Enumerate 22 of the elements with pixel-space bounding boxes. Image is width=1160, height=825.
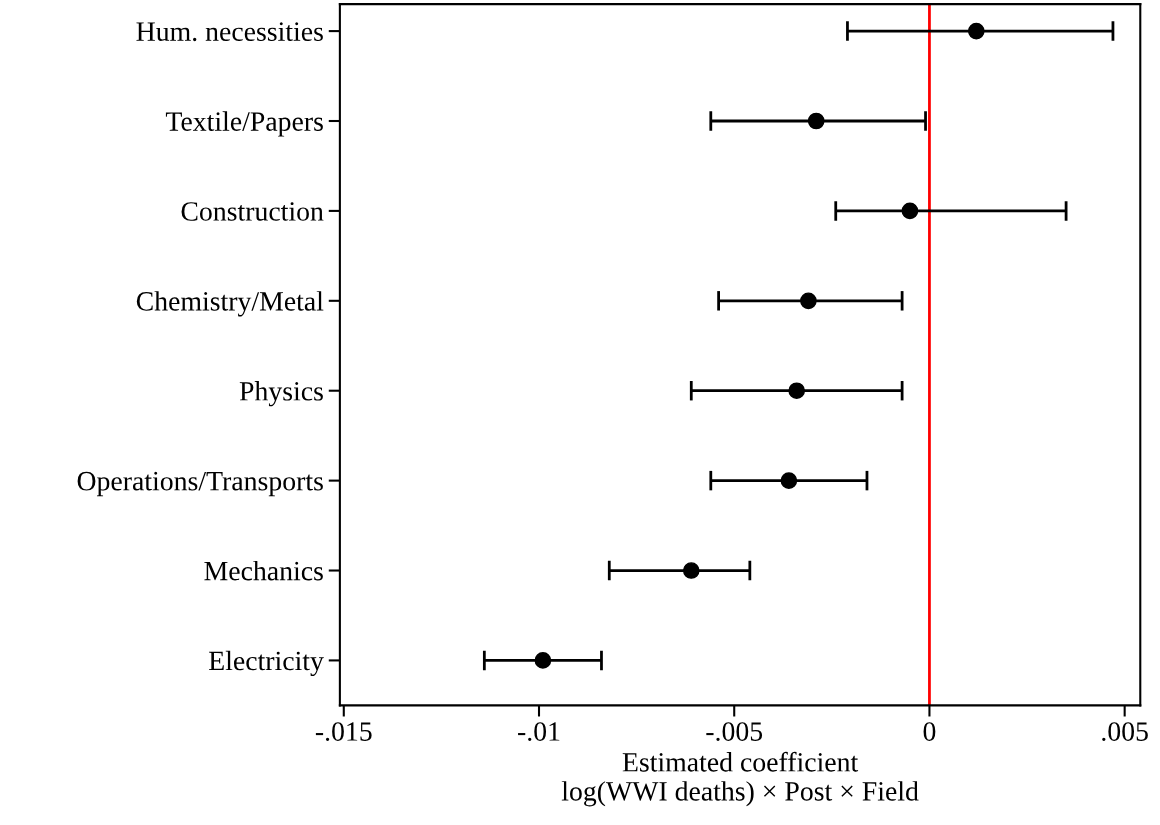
y-tick-label: Chemistry/Metal xyxy=(136,291,324,317)
y-tick-label: Hum. necessities xyxy=(136,22,323,42)
x-tick-label: 0 xyxy=(923,722,936,741)
x-tick-label: -.015 xyxy=(315,722,372,742)
y-tick-label: Operations/Transports xyxy=(77,471,323,497)
point xyxy=(901,202,919,220)
point xyxy=(534,652,552,669)
x-axis-title: Estimated coefficient log(WWI deaths) × Post × Field xyxy=(561,751,919,807)
y-tick-label: Mechanics xyxy=(204,560,323,581)
x-tick-label: .005 xyxy=(1102,722,1148,742)
x-tick-label: -.005 xyxy=(706,722,763,742)
y-tick-label: Textile/Papers xyxy=(165,111,323,137)
y-tick-label: Physics xyxy=(239,381,323,407)
y-tick-label: Construction xyxy=(181,202,324,221)
x-tick-label: -.01 xyxy=(518,722,560,742)
point xyxy=(780,472,798,489)
point xyxy=(800,292,817,310)
point xyxy=(788,382,806,400)
point xyxy=(967,22,985,40)
y-tick-label: Electricity xyxy=(209,650,324,677)
point xyxy=(682,562,700,579)
point xyxy=(807,112,825,130)
